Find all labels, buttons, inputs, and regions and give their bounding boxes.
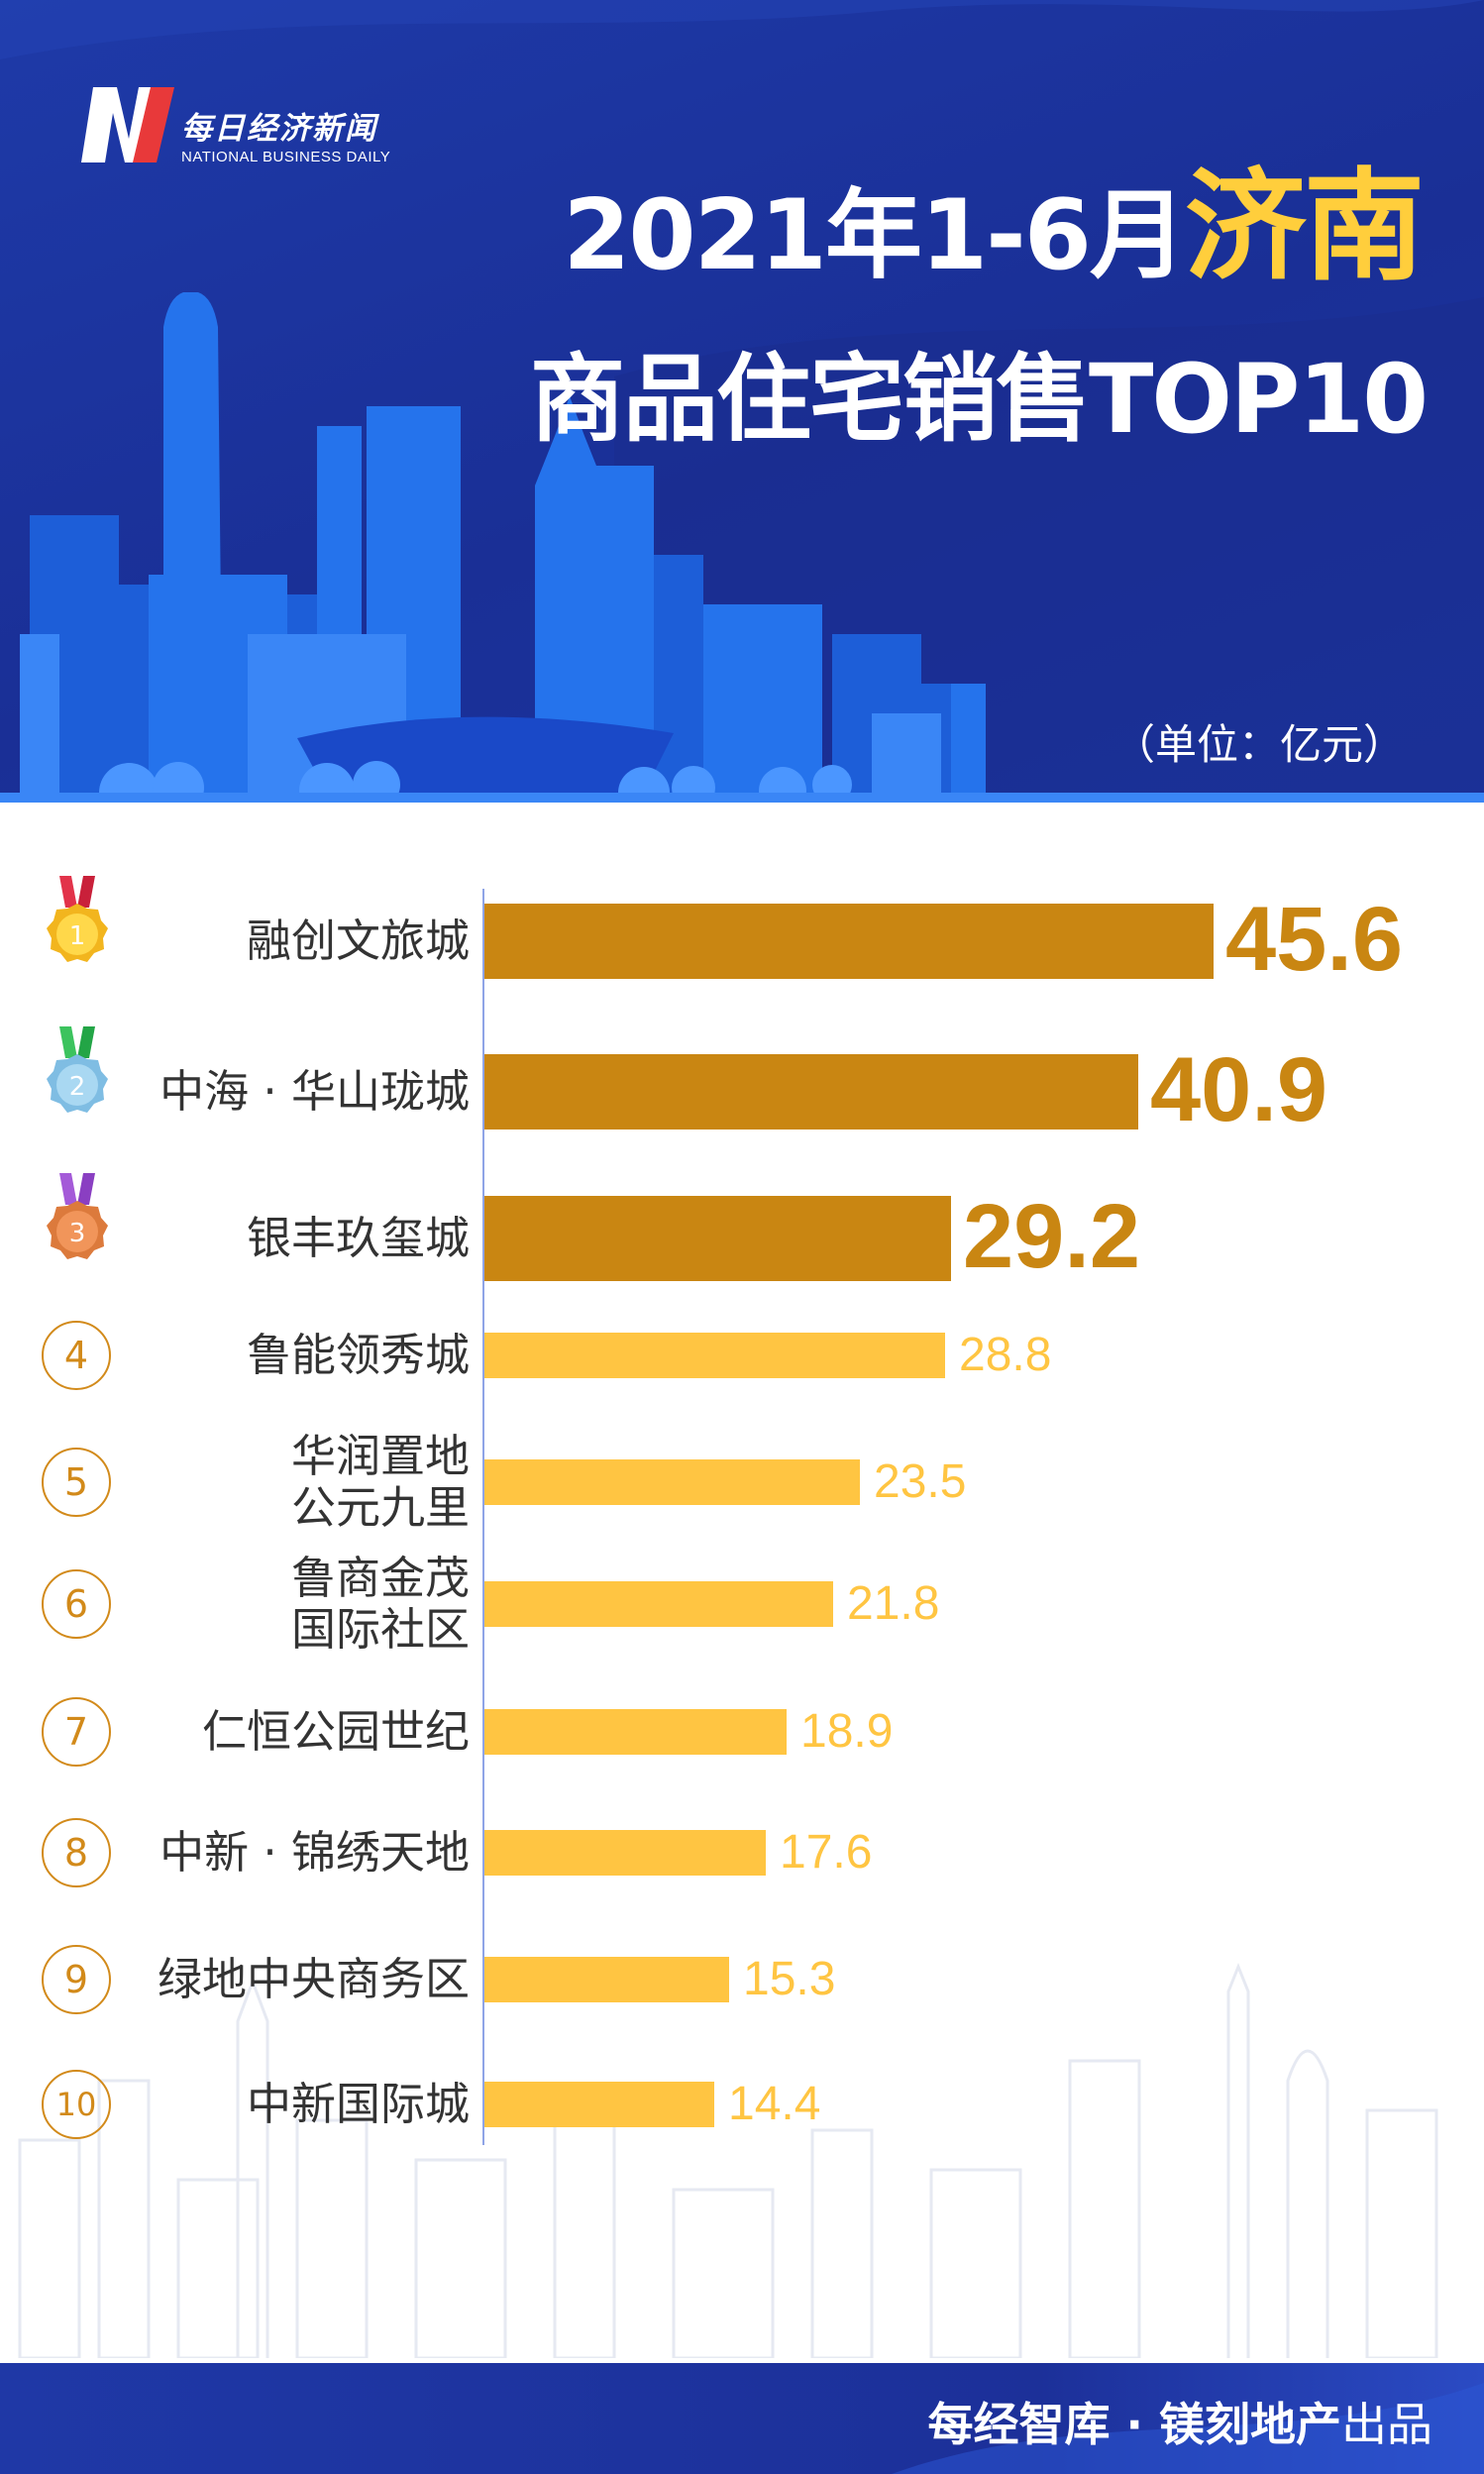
brand-logo-icon bbox=[81, 87, 174, 162]
bar bbox=[484, 1196, 951, 1281]
footer-bar: 每经智库 · 镁刻地产出品 bbox=[0, 2363, 1484, 2474]
bar bbox=[484, 1957, 729, 2002]
value-label: 21.8 bbox=[847, 1577, 940, 1630]
footer-suffix: 出品 bbox=[1341, 2398, 1432, 2451]
rank-badge: 10 bbox=[42, 2070, 111, 2139]
project-name-label: 融创文旅城 bbox=[246, 914, 470, 967]
bar bbox=[484, 2082, 714, 2127]
project-name-label: 中新国际城 bbox=[246, 2078, 470, 2130]
value-label: 28.8 bbox=[959, 1329, 1052, 1381]
value-label: 18.9 bbox=[800, 1705, 894, 1758]
value-label: 45.6 bbox=[1225, 889, 1404, 990]
rank-badge: 8 bbox=[42, 1818, 111, 1887]
medal-bronze-icon: 3 bbox=[47, 1173, 108, 1259]
title-city: 济南 bbox=[1185, 157, 1425, 297]
project-name-label: 仁恒公园世纪 bbox=[201, 1705, 470, 1758]
title-date-range: 2021年1-6月 bbox=[563, 179, 1187, 292]
bar bbox=[484, 1709, 787, 1755]
background-skyline-decoration bbox=[18, 1962, 1438, 2358]
footer-credit: 每经智库 · 镁刻地产出品 bbox=[927, 2389, 1432, 2454]
svg-text:1: 1 bbox=[69, 921, 86, 951]
project-name-label: 中新 · 锦绣天地 bbox=[159, 1826, 470, 1879]
bar bbox=[484, 1333, 945, 1378]
value-label: 23.5 bbox=[874, 1455, 967, 1508]
header-wave-decoration bbox=[0, 0, 1484, 803]
value-label: 29.2 bbox=[963, 1186, 1141, 1287]
value-label: 40.9 bbox=[1150, 1039, 1328, 1140]
footer-producer: 每经智库 · 镁刻地产 bbox=[927, 2398, 1341, 2451]
city-skyline-illustration bbox=[0, 292, 1484, 803]
project-name-label: 中海 · 华山珑城 bbox=[159, 1065, 470, 1118]
project-name-label: 绿地中央商务区 bbox=[157, 1953, 470, 2005]
rank-badge: 9 bbox=[42, 1945, 111, 2014]
chart-axis-line bbox=[482, 889, 484, 2145]
medal-silver-icon: 2 bbox=[47, 1026, 108, 1113]
rank-badge: 5 bbox=[42, 1448, 111, 1517]
rank-badge: 7 bbox=[42, 1697, 111, 1767]
bar bbox=[484, 1581, 833, 1627]
value-label: 14.4 bbox=[728, 2078, 821, 2130]
medal-gold-icon: 1 bbox=[47, 876, 108, 962]
header-banner: 每日经济新闻 NATIONAL BUSINESS DAILY 2021年1-6月… bbox=[0, 0, 1484, 803]
rank-badge: 6 bbox=[42, 1569, 111, 1639]
bar bbox=[484, 1054, 1138, 1129]
value-label: 15.3 bbox=[743, 1953, 836, 2005]
bar bbox=[484, 904, 1214, 979]
brand-name-cn: 每日经济新闻 bbox=[181, 111, 377, 147]
rank-badge: 4 bbox=[42, 1321, 111, 1390]
title-line2: 商品住宅销售TOP10 bbox=[529, 344, 1429, 455]
bar bbox=[484, 1830, 766, 1876]
brand-name-en: NATIONAL BUSINESS DAILY bbox=[181, 149, 391, 165]
project-name-label: 鲁能领秀城 bbox=[246, 1329, 470, 1381]
svg-text:3: 3 bbox=[69, 1219, 86, 1248]
footer-wave-decoration bbox=[892, 2383, 1484, 2474]
value-label: 17.6 bbox=[780, 1826, 873, 1879]
project-name-label: 鲁商金茂 国际社区 bbox=[290, 1552, 470, 1656]
project-name-label: 华润置地 公元九里 bbox=[290, 1430, 470, 1534]
project-name-label: 银丰玖玺城 bbox=[246, 1212, 470, 1264]
title-line1: 2021年1-6月济南 bbox=[563, 166, 1425, 287]
bar bbox=[484, 1459, 860, 1505]
svg-text:2: 2 bbox=[69, 1072, 86, 1102]
unit-label: （单位：亿元） bbox=[1113, 720, 1405, 769]
